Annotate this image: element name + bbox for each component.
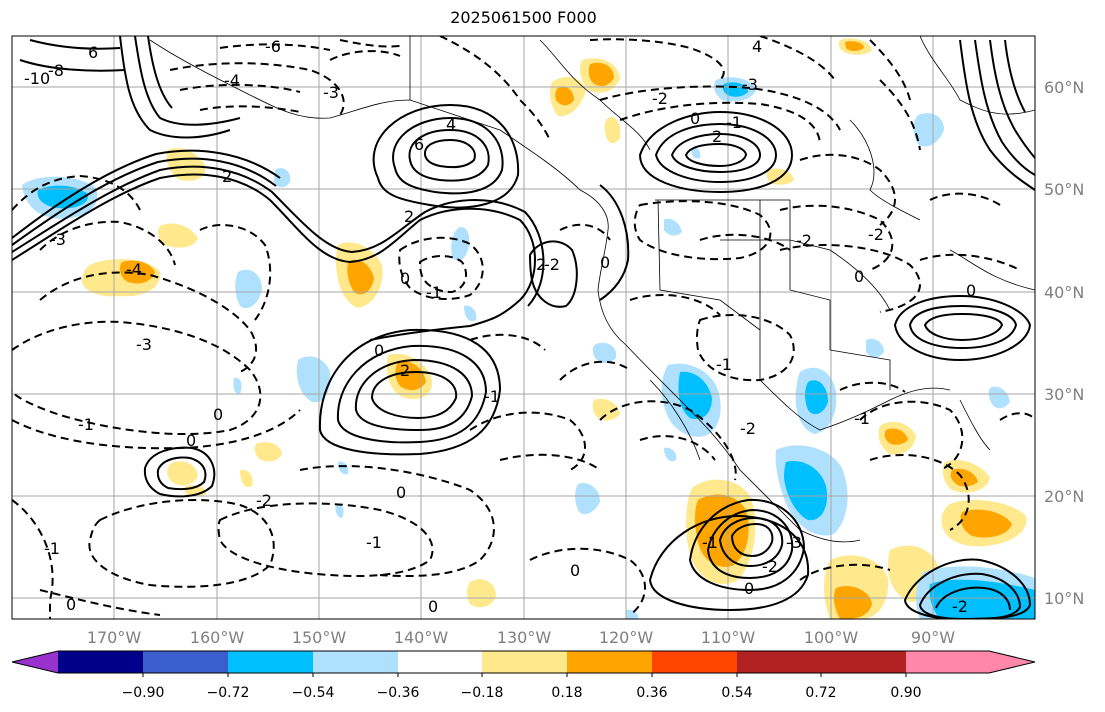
contour-label: -2 bbox=[796, 231, 812, 250]
contour-label: 0 bbox=[690, 109, 700, 128]
colorbar-tick-label: 0.90 bbox=[890, 685, 921, 701]
lat-label: 50°N bbox=[1044, 180, 1084, 199]
chart-title: 2025061500 F000 bbox=[450, 8, 597, 27]
colorbar-tick-label: −0.36 bbox=[377, 685, 420, 701]
map-frame bbox=[11, 35, 1036, 620]
lon-label: 160°W bbox=[190, 628, 245, 647]
colorbar-tick-label: −0.72 bbox=[207, 685, 250, 701]
contour-label: 6 bbox=[414, 135, 424, 154]
contour-label: 6 bbox=[88, 43, 98, 62]
colorbar-segment bbox=[482, 651, 567, 673]
lat-label: 40°N bbox=[1044, 283, 1084, 302]
contour-label: -3 bbox=[742, 75, 758, 94]
lon-label: 100°W bbox=[804, 628, 859, 647]
contour-label: -3 bbox=[323, 83, 339, 102]
contour-label: -8 bbox=[48, 61, 64, 80]
coastlines bbox=[149, 36, 1035, 543]
contour-label: 2 bbox=[222, 167, 232, 186]
contour-label: -1 bbox=[44, 539, 60, 558]
contour-label: -1 bbox=[702, 533, 718, 552]
lon-label: 130°W bbox=[497, 628, 552, 647]
colorbar-segment bbox=[567, 651, 652, 673]
contour-label: -2 bbox=[544, 255, 560, 274]
contour-label: -2 bbox=[868, 225, 884, 244]
contour-labels: 6 -6 -4 -3 -8 -10 2 4 6 2 2 -3 -4 -3 0 -… bbox=[24, 37, 976, 616]
colorbar-segment bbox=[398, 651, 482, 673]
colorbar-tick-label: −0.18 bbox=[461, 685, 504, 701]
colorbar-tick-label: −0.90 bbox=[122, 685, 165, 701]
colorbar-tick-label: 0.36 bbox=[636, 685, 667, 701]
lat-label: 60°N bbox=[1044, 78, 1084, 97]
contour-label: 0 bbox=[400, 269, 410, 288]
lon-label: 150°W bbox=[292, 628, 347, 647]
colorbar-segment bbox=[652, 651, 737, 673]
contour-label: -1 bbox=[716, 355, 732, 374]
colorbar-segment bbox=[58, 651, 143, 673]
contour-label: 0 bbox=[854, 267, 864, 286]
contour-label: 0 bbox=[428, 597, 438, 616]
contour-label: -2 bbox=[952, 597, 968, 616]
colorbar-tick-label: 0.54 bbox=[721, 685, 752, 701]
contour-label: 4 bbox=[446, 115, 456, 134]
contour-label: 0 bbox=[570, 561, 580, 580]
contour-label: -1 bbox=[854, 409, 870, 428]
contour-label: -6 bbox=[265, 37, 281, 56]
colorbar-segment bbox=[143, 651, 228, 673]
lon-label: 90°W bbox=[911, 628, 955, 647]
contour-label: -1 bbox=[78, 415, 94, 434]
contour-label: -2 bbox=[256, 491, 272, 510]
contour-label: 0 bbox=[213, 405, 223, 424]
contour-label: -2 bbox=[652, 89, 668, 108]
colorbar-tick-label: 0.72 bbox=[805, 685, 836, 701]
contour-label: -3 bbox=[136, 335, 152, 354]
contour-label: -1 bbox=[484, 387, 500, 406]
lat-label: 30°N bbox=[1044, 385, 1084, 404]
colorbar-segment bbox=[737, 651, 821, 673]
lon-label: 140°W bbox=[394, 628, 449, 647]
lat-label: 10°N bbox=[1044, 589, 1084, 608]
contour-label: -3 bbox=[786, 533, 802, 552]
contour-label: 0 bbox=[66, 595, 76, 614]
contour-label: 0 bbox=[600, 253, 610, 272]
contour-label: 4 bbox=[752, 37, 762, 56]
contour-label: -1 bbox=[366, 533, 382, 552]
lon-label: 170°W bbox=[87, 628, 142, 647]
colorbar-segment bbox=[821, 651, 906, 673]
contour-label: -1 bbox=[726, 113, 742, 132]
colorbar-tick-label: −0.54 bbox=[292, 685, 335, 701]
contour-label: 2 bbox=[404, 207, 414, 226]
contour-label: 2 bbox=[712, 127, 722, 146]
contour-label: 0 bbox=[186, 431, 196, 450]
contour-label: 0 bbox=[396, 483, 406, 502]
contour-label: 0 bbox=[374, 341, 384, 360]
contour-label: -10 bbox=[24, 69, 50, 88]
colorbar-segment bbox=[906, 651, 989, 673]
lon-label: 110°W bbox=[701, 628, 756, 647]
contour-label: 2 bbox=[400, 361, 410, 380]
contour-label: 0 bbox=[744, 579, 754, 598]
colorbar: −0.90 −0.72 −0.54 −0.36 −0.18 0.18 0.36 … bbox=[11, 650, 1036, 701]
lon-label: 120°W bbox=[599, 628, 654, 647]
latitude-labels: 60°N 50°N 40°N 30°N 20°N 10°N bbox=[1044, 78, 1084, 608]
contour-label: -1 bbox=[426, 283, 442, 302]
colorbar-segment bbox=[228, 651, 313, 673]
colorbar-tick-label: 0.18 bbox=[551, 685, 582, 701]
contour-label: -4 bbox=[224, 71, 240, 90]
contour-label: -3 bbox=[50, 230, 66, 249]
lat-label: 20°N bbox=[1044, 487, 1084, 506]
colorbar-extend-high bbox=[989, 651, 1035, 673]
longitude-labels: 170°W 160°W 150°W 140°W 130°W 120°W 110°… bbox=[87, 628, 955, 647]
positive-contours bbox=[12, 36, 1035, 619]
contour-label: -2 bbox=[740, 419, 756, 438]
contour-label: 2 bbox=[536, 255, 546, 274]
colorbar-segment bbox=[313, 651, 398, 673]
negative-contours bbox=[12, 36, 1035, 619]
contour-label: -2 bbox=[762, 557, 778, 576]
colorbar-extend-low bbox=[12, 651, 58, 673]
contour-label: 0 bbox=[966, 281, 976, 300]
contour-label: -4 bbox=[126, 260, 142, 279]
